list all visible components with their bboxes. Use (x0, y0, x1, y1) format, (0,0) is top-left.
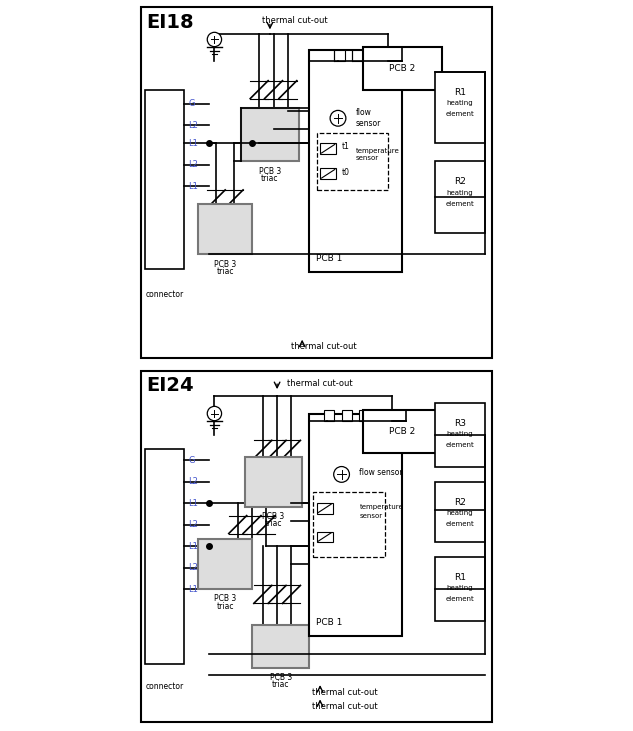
Bar (320, 168, 336, 179)
Circle shape (334, 466, 349, 482)
Text: R1: R1 (454, 88, 466, 96)
Text: PCB 3: PCB 3 (263, 512, 285, 521)
Bar (360, 410, 370, 421)
Text: G: G (188, 455, 195, 465)
Text: PCB 3: PCB 3 (270, 673, 292, 682)
Bar (342, 410, 353, 421)
Text: L2: L2 (188, 121, 198, 130)
Text: L2: L2 (188, 477, 198, 486)
Text: R1: R1 (454, 573, 466, 582)
Bar (198, 204, 252, 254)
Bar (320, 143, 336, 154)
Text: t1: t1 (342, 143, 349, 151)
Text: element: element (446, 521, 474, 527)
Text: heating: heating (446, 586, 473, 591)
Text: thermal cut-out: thermal cut-out (291, 342, 356, 351)
Text: L1: L1 (188, 182, 198, 191)
Text: heating: heating (446, 190, 473, 196)
Text: L1: L1 (188, 585, 198, 594)
Text: temperature: temperature (356, 148, 399, 154)
Text: connector: connector (145, 682, 184, 692)
Text: L2: L2 (188, 160, 198, 170)
Bar (435, 162, 485, 233)
Text: PCB 2: PCB 2 (389, 427, 416, 436)
Text: connector: connector (145, 290, 184, 299)
Text: triac: triac (272, 681, 289, 689)
Text: heating: heating (446, 510, 473, 516)
Text: heating: heating (446, 431, 473, 437)
Bar (316, 132, 388, 190)
Bar (144, 90, 184, 269)
Bar (435, 72, 485, 143)
Text: PCB 2: PCB 2 (389, 64, 416, 72)
Text: L1: L1 (188, 499, 198, 507)
Text: L1: L1 (188, 139, 198, 148)
Bar (310, 414, 403, 635)
Text: PCB 1: PCB 1 (316, 618, 343, 626)
Text: EI18: EI18 (146, 12, 194, 31)
Text: t0: t0 (342, 167, 349, 176)
Bar (353, 50, 363, 61)
Circle shape (207, 406, 222, 421)
Bar (316, 503, 332, 514)
Text: triac: triac (265, 519, 282, 529)
Text: thermal cut-out: thermal cut-out (287, 379, 353, 388)
Text: sensor: sensor (356, 119, 381, 128)
Text: thermal cut-out: thermal cut-out (312, 688, 378, 697)
Text: temperature: temperature (360, 504, 403, 510)
Bar (198, 539, 252, 589)
Bar (316, 531, 332, 542)
Text: triac: triac (216, 267, 234, 276)
Bar (245, 456, 302, 507)
Text: element: element (446, 442, 474, 448)
Text: R2: R2 (454, 178, 466, 186)
Text: G: G (188, 99, 195, 108)
Circle shape (330, 110, 346, 126)
Bar (241, 107, 299, 162)
Text: L2: L2 (188, 520, 198, 529)
Bar (363, 47, 442, 90)
Text: flow sensor: flow sensor (360, 468, 403, 477)
Circle shape (207, 32, 222, 47)
Text: triac: triac (216, 602, 234, 610)
Text: flow: flow (356, 108, 372, 118)
Text: sensor: sensor (360, 512, 382, 518)
Text: L2: L2 (188, 563, 198, 572)
Text: element: element (446, 596, 474, 602)
Text: element: element (446, 200, 474, 207)
Text: thermal cut-out: thermal cut-out (312, 702, 378, 711)
Bar (435, 557, 485, 621)
Text: R2: R2 (454, 498, 466, 507)
Text: heating: heating (446, 100, 473, 107)
Text: triac: triac (261, 174, 279, 183)
Text: sensor: sensor (356, 155, 379, 161)
Bar (144, 450, 184, 664)
Text: PCB 3: PCB 3 (259, 167, 281, 175)
Bar (323, 410, 334, 421)
Bar (334, 50, 345, 61)
Text: L1: L1 (188, 542, 198, 550)
Bar (252, 625, 310, 668)
Text: PCB 3: PCB 3 (214, 260, 236, 269)
Text: EI24: EI24 (146, 376, 194, 395)
Text: element: element (446, 111, 474, 117)
Bar (310, 50, 403, 272)
Bar (435, 482, 485, 542)
Text: PCB 1: PCB 1 (316, 254, 343, 263)
Text: PCB 3: PCB 3 (214, 594, 236, 603)
Text: R3: R3 (454, 419, 466, 428)
Bar (363, 410, 442, 453)
Bar (313, 493, 385, 557)
Bar (435, 403, 485, 467)
Text: thermal cut-out: thermal cut-out (262, 16, 328, 25)
